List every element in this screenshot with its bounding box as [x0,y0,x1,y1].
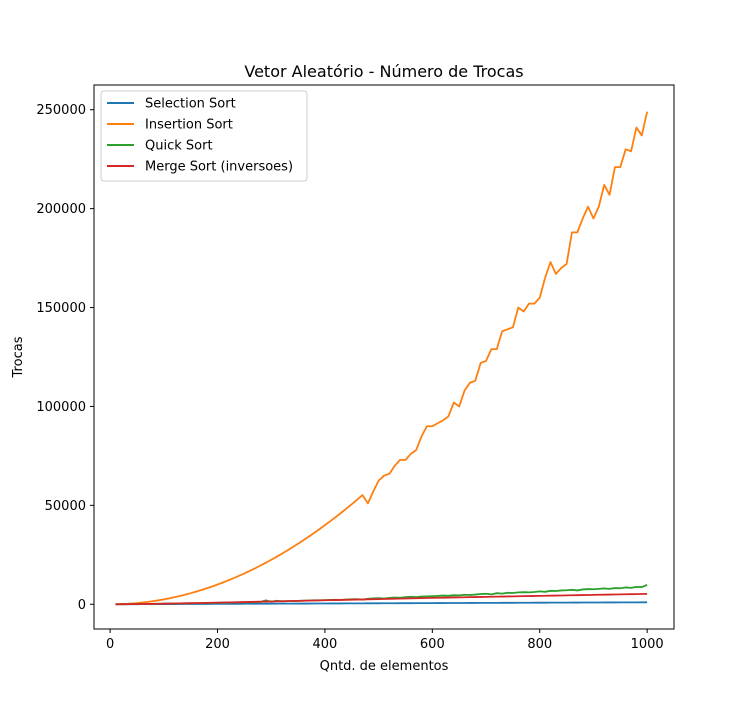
x-tick-label: 600 [420,637,445,652]
y-tick-label: 250000 [36,103,86,118]
y-axis-label: Trocas [11,336,26,378]
x-axis: 0 200 400 600 800 1000 [106,629,664,652]
legend-label: Merge Sort (inversoes) [145,160,293,175]
y-tick-label: 200000 [36,202,86,217]
legend-label: Quick Sort [145,139,213,154]
x-tick-label: 0 [106,637,114,652]
chart-title: Vetor Aleatório - Número de Trocas [244,62,523,81]
x-axis-label: Qntd. de elementos [320,659,449,674]
legend-label: Insertion Sort [145,118,233,133]
x-tick-label: 200 [205,637,230,652]
x-tick-label: 800 [527,637,552,652]
y-tick-label: 100000 [36,400,86,415]
plot-area-frame [93,84,675,630]
y-tick-label: 50000 [45,499,86,514]
legend: Selection Sort Insertion Sort Quick Sort Me… [100,90,308,182]
legend-frame [100,90,308,182]
series-line-2 [115,111,649,606]
series-lines [115,111,649,606]
y-axis: 0 50000 100000 150000 200000 250000 [36,103,94,613]
y-tick-label: 150000 [36,301,86,316]
x-tick-label: 1000 [631,637,664,652]
series-line-4 [115,592,648,606]
y-tick-label: 0 [78,598,86,613]
x-tick-label: 400 [313,637,338,652]
legend-label: Selection Sort [145,97,236,112]
